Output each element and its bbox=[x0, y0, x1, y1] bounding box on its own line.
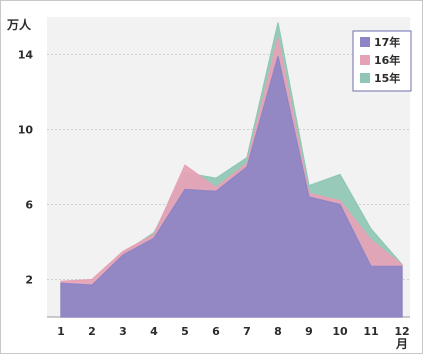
x-tick-label: 2 bbox=[88, 325, 96, 338]
y-axis-ticks: 2 6 10 14 bbox=[18, 49, 34, 287]
legend-label: 15年 bbox=[374, 71, 400, 85]
x-tick-label: 9 bbox=[305, 325, 313, 338]
y-tick-label: 6 bbox=[25, 199, 33, 212]
legend-swatch bbox=[360, 73, 370, 83]
x-tick-label: 8 bbox=[274, 325, 282, 338]
x-tick-label: 1 bbox=[57, 325, 65, 338]
legend: 17年 16年 15年 bbox=[352, 30, 412, 92]
legend-label: 17年 bbox=[374, 35, 400, 49]
x-tick-label: 12 bbox=[394, 325, 409, 338]
x-tick-label: 4 bbox=[150, 325, 158, 338]
x-tick-label: 6 bbox=[212, 325, 220, 338]
x-tick-label: 10 bbox=[332, 325, 348, 338]
legend-label: 16年 bbox=[374, 53, 400, 67]
series-area-17年 bbox=[60, 56, 403, 318]
x-axis-unit-label: 月 bbox=[395, 337, 408, 351]
y-tick-label: 2 bbox=[25, 274, 33, 287]
y-tick-label: 14 bbox=[18, 49, 34, 62]
y-tick-label: 10 bbox=[18, 124, 34, 137]
x-tick-label: 7 bbox=[243, 325, 251, 338]
x-tick-label: 11 bbox=[363, 325, 378, 338]
x-axis-ticks: 1 2 3 4 5 6 7 8 9 10 11 12 bbox=[57, 325, 409, 338]
legend-swatch bbox=[360, 37, 370, 47]
x-tick-label: 3 bbox=[119, 325, 127, 338]
x-tick-label: 5 bbox=[181, 325, 189, 338]
legend-swatch bbox=[360, 55, 370, 65]
series-areas bbox=[60, 22, 403, 318]
y-axis-unit-label: 万人 bbox=[6, 17, 32, 32]
